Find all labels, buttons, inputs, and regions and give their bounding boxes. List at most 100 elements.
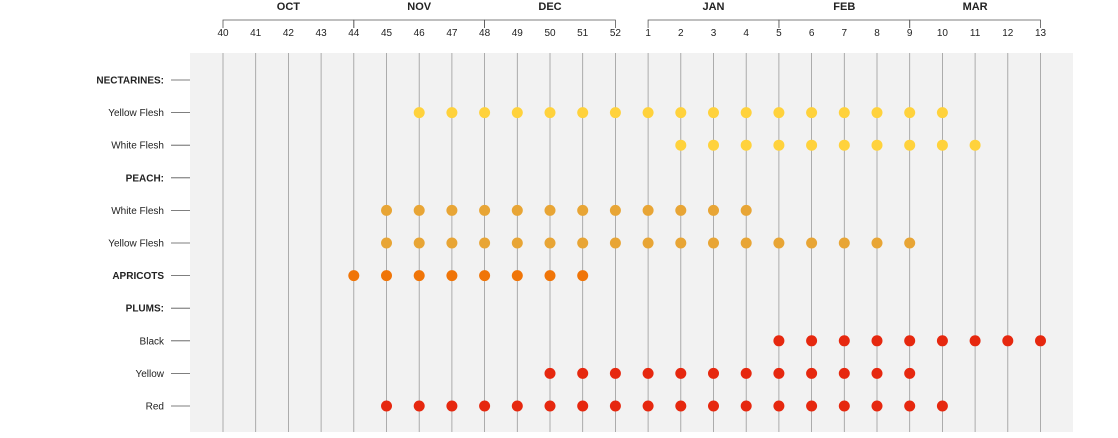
availability-dot <box>708 367 719 379</box>
availability-dot <box>675 367 687 379</box>
availability-dot <box>413 400 425 412</box>
availability-dot <box>544 400 556 412</box>
availability-dot <box>577 270 589 282</box>
availability-dot <box>904 107 916 119</box>
week-tick-label: 49 <box>512 28 524 39</box>
availability-dot <box>413 107 425 119</box>
availability-dot <box>740 139 752 151</box>
availability-dot <box>708 139 719 151</box>
availability-dot <box>773 139 785 151</box>
availability-dot <box>773 400 785 412</box>
week-tick-label: 9 <box>907 28 913 39</box>
week-tick-label: 44 <box>348 28 360 39</box>
availability-dot <box>806 400 818 412</box>
month-label: OCT <box>277 1 301 13</box>
availability-dot <box>381 237 392 249</box>
week-tick-label: 40 <box>217 28 229 39</box>
availability-dot <box>740 237 752 249</box>
availability-dot <box>773 335 785 347</box>
availability-dot <box>511 270 523 282</box>
week-tick-label: 12 <box>1002 28 1014 39</box>
week-tick-label: 5 <box>776 28 782 39</box>
month-label: FEB <box>833 1 855 13</box>
availability-dot <box>609 204 621 216</box>
availability-dot <box>838 107 850 119</box>
availability-dot <box>936 400 948 412</box>
month-bracket <box>778 19 911 28</box>
month-bracket <box>353 19 485 28</box>
week-tick-label: 52 <box>610 28 622 39</box>
availability-dot <box>446 204 458 216</box>
availability-dot <box>773 107 785 119</box>
month-bracket <box>484 19 616 28</box>
availability-dot <box>936 139 948 151</box>
availability-dot <box>511 400 523 412</box>
availability-dot <box>642 237 654 249</box>
availability-dot <box>544 237 556 249</box>
availability-dot <box>969 139 981 151</box>
availability-dot <box>708 400 719 412</box>
availability-dot <box>773 237 785 249</box>
month-label: JAN <box>702 1 724 13</box>
variety-label: White Flesh <box>111 206 164 217</box>
availability-dot <box>904 139 916 151</box>
availability-dot <box>348 270 360 282</box>
week-tick-label: 7 <box>842 28 848 39</box>
availability-dot <box>642 367 654 379</box>
week-tick-label: 6 <box>809 28 815 39</box>
availability-dot <box>479 400 491 412</box>
category-header-label: PEACH: <box>126 173 164 184</box>
availability-dot <box>479 237 491 249</box>
availability-dot <box>838 367 850 379</box>
availability-dot <box>904 335 916 347</box>
availability-dot <box>479 270 491 282</box>
availability-dot <box>577 204 589 216</box>
availability-dot <box>740 367 752 379</box>
availability-dot <box>642 107 654 119</box>
month-label: NOV <box>407 1 432 13</box>
availability-dot <box>708 107 719 119</box>
availability-dot <box>936 107 948 119</box>
variety-label: Red <box>146 402 164 413</box>
week-tick-label: 13 <box>1035 28 1047 39</box>
availability-dot <box>675 204 687 216</box>
variety-label: White Flesh <box>111 141 164 152</box>
availability-dot <box>511 237 523 249</box>
month-bracket <box>909 19 1041 28</box>
availability-dot <box>1035 335 1046 347</box>
week-tick-label: 1 <box>645 28 651 39</box>
availability-dot <box>806 107 818 119</box>
availability-dot <box>479 204 491 216</box>
week-tick-label: 2 <box>678 28 684 39</box>
availability-dot <box>609 367 621 379</box>
availability-dot <box>446 400 458 412</box>
variety-label: Yellow Flesh <box>108 108 164 119</box>
availability-dot <box>871 335 883 347</box>
week-tick-label: 11 <box>970 28 981 39</box>
availability-dot <box>838 335 850 347</box>
week-tick-label: 43 <box>316 28 328 39</box>
availability-dot <box>675 400 687 412</box>
availability-dot <box>904 367 916 379</box>
availability-dot <box>1002 335 1014 347</box>
availability-dot <box>969 335 981 347</box>
availability-dot <box>446 270 458 282</box>
week-tick-label: 10 <box>937 28 949 39</box>
week-tick-label: 45 <box>381 28 393 39</box>
availability-dot <box>413 270 425 282</box>
availability-dot <box>936 335 948 347</box>
availability-dot <box>609 237 621 249</box>
week-tick-label: 4 <box>743 28 749 39</box>
availability-dot <box>544 270 556 282</box>
availability-dot <box>806 139 818 151</box>
availability-dot <box>871 107 883 119</box>
availability-dot <box>740 204 752 216</box>
availability-dot <box>413 204 425 216</box>
availability-dot <box>675 107 687 119</box>
availability-dot <box>413 237 425 249</box>
availability-dot <box>479 107 491 119</box>
week-tick-label: 41 <box>250 28 262 39</box>
availability-dot <box>544 107 556 119</box>
availability-dot <box>381 270 392 282</box>
